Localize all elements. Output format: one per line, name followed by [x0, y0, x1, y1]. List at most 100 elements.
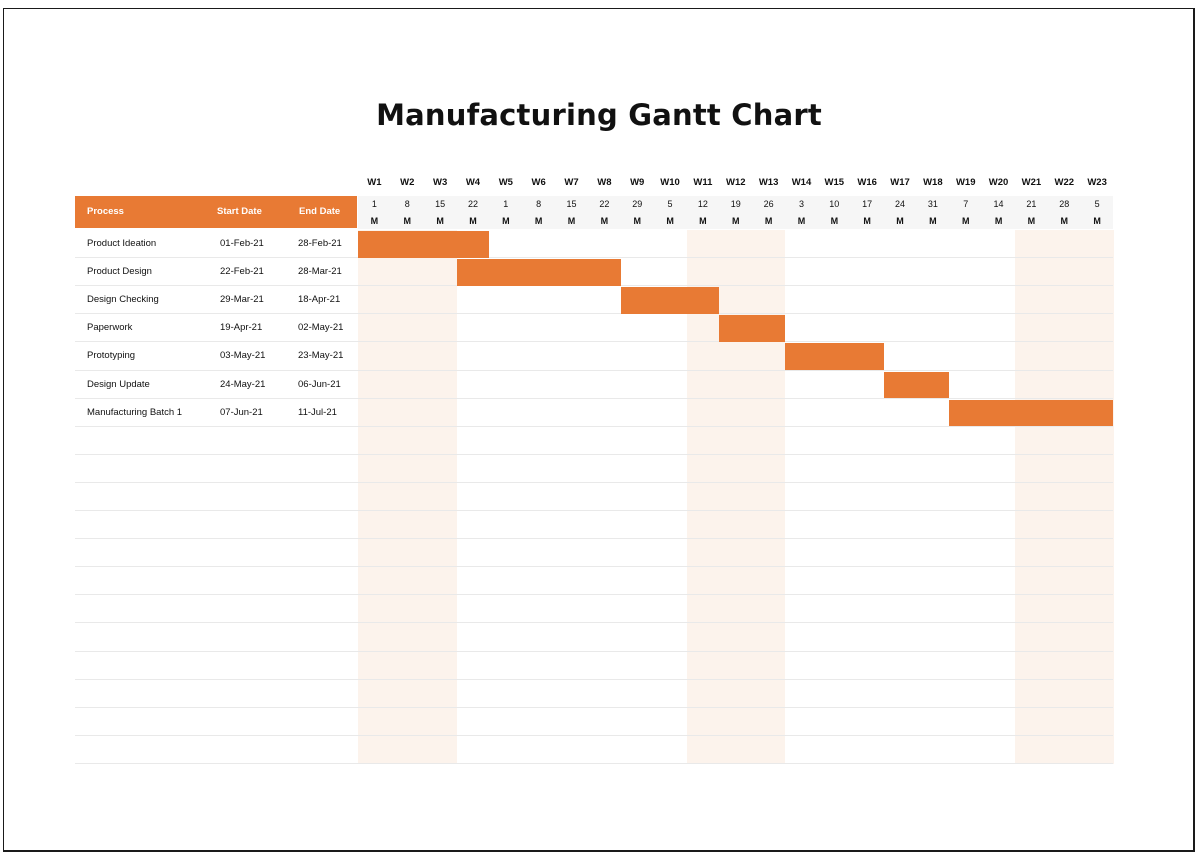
- week-label: W17: [890, 177, 910, 188]
- process-name: Product Ideation: [87, 238, 157, 249]
- week-label: W4: [465, 177, 481, 188]
- weekday-label: M: [436, 216, 444, 226]
- week-start-day: 21: [1026, 199, 1037, 209]
- week-start-day: 3: [798, 199, 804, 209]
- week-start-day: 28: [1059, 199, 1070, 209]
- start-date-header: Start Date: [217, 206, 262, 217]
- week-label: W19: [955, 177, 976, 188]
- row-divider: [75, 369, 1113, 371]
- weekday-label: M: [534, 216, 543, 226]
- week-start-day: 1: [503, 199, 509, 209]
- row-divider: [75, 397, 1113, 399]
- row-divider: [75, 341, 1113, 343]
- gantt-bar: [949, 399, 1113, 427]
- week-start-day: 12: [697, 199, 708, 209]
- week-label: W2: [400, 177, 415, 188]
- week-label: W6: [531, 177, 546, 188]
- weekday-label: M: [994, 216, 1003, 226]
- process-header: Process: [87, 206, 124, 217]
- week-label: W22: [1054, 177, 1075, 188]
- week-start-day: 19: [730, 199, 741, 209]
- weekday-label: M: [896, 216, 904, 226]
- shaded-week-column: [686, 230, 720, 764]
- gantt-bar: [719, 315, 786, 342]
- weekday-label: M: [403, 216, 412, 226]
- weekday-label: M: [1060, 216, 1069, 226]
- start-date: 01-Feb-21: [220, 238, 264, 249]
- week-label: W12: [725, 177, 746, 188]
- week-label: W11: [693, 177, 713, 188]
- start-date: 03-May-21: [220, 350, 266, 362]
- shaded-week-column: [1080, 230, 1114, 764]
- week-label: W18: [923, 177, 943, 188]
- week-start-day: 15: [435, 199, 446, 209]
- row-divider: [75, 285, 1113, 287]
- weekday-label: M: [830, 216, 839, 226]
- weekday-label: M: [732, 216, 740, 226]
- start-date: 19-Apr-21: [220, 322, 263, 334]
- end-date: 28-Feb-21: [298, 238, 342, 249]
- weekday-label: M: [863, 216, 871, 226]
- row-divider: [75, 453, 1113, 455]
- row-divider: [75, 678, 1113, 680]
- row-divider: [75, 538, 1113, 540]
- gantt-bar: [456, 259, 621, 286]
- weekday-label: M: [370, 216, 379, 226]
- end-date: 28-Mar-21: [298, 266, 342, 278]
- process-name: Product Design: [87, 266, 152, 278]
- week-start-day: 29: [632, 199, 643, 209]
- row-divider: [75, 734, 1113, 736]
- week-label: W14: [791, 177, 812, 188]
- week-start-day: 14: [993, 199, 1004, 209]
- shaded-week-column: [423, 230, 457, 764]
- week-label: W23: [1087, 177, 1107, 188]
- row-divider: [75, 481, 1113, 483]
- end-date: 11-Jul-21: [298, 406, 337, 418]
- week-start-day: 22: [599, 199, 610, 209]
- shaded-week-column: [1047, 230, 1081, 764]
- chart-title: Manufacturing Gantt Chart: [376, 98, 822, 132]
- week-start-day: 1: [371, 199, 377, 209]
- week-start-day: 31: [927, 199, 938, 209]
- week-start-day: 22: [467, 199, 478, 209]
- week-label: W7: [564, 177, 579, 188]
- process-name: Paperwork: [87, 322, 133, 334]
- end-date: 23-May-21: [298, 350, 344, 362]
- weekday-label: M: [633, 216, 641, 226]
- weekday-label: M: [797, 216, 806, 226]
- end-date: 06-Jun-21: [298, 378, 341, 390]
- shaded-week-column: [390, 230, 424, 764]
- weekday-label: M: [567, 216, 576, 226]
- process-name: Design Update: [87, 378, 150, 390]
- week-start-day: 10: [829, 199, 840, 209]
- weekday-label: M: [699, 216, 707, 226]
- week-start-day: 24: [895, 199, 906, 209]
- week-label: W10: [660, 177, 680, 188]
- date-header-strip: [358, 196, 1113, 229]
- weekday-label: M: [764, 216, 773, 226]
- week-start-day: 5: [667, 199, 673, 209]
- start-date: 22-Feb-21: [220, 266, 264, 278]
- weekday-label: M: [469, 216, 477, 226]
- gantt-bar: [883, 371, 950, 399]
- week-start-day: 15: [566, 199, 577, 209]
- end-date-header: End Date: [299, 206, 341, 217]
- week-label: W9: [630, 177, 645, 188]
- gantt-bar: [358, 231, 490, 258]
- week-start-day: 17: [862, 199, 873, 209]
- weekday-label: M: [929, 216, 937, 226]
- row-divider: [75, 510, 1113, 511]
- row-divider: [75, 622, 1113, 624]
- week-label: W3: [433, 177, 448, 188]
- week-label: W13: [758, 177, 779, 188]
- week-start-day: 8: [404, 199, 410, 209]
- weekday-label: M: [961, 216, 970, 226]
- row-divider: [75, 762, 1113, 764]
- end-date: 18-Apr-21: [298, 294, 341, 306]
- gantt-bar: [620, 287, 720, 314]
- weekday-label: M: [1027, 216, 1036, 226]
- row-divider: [75, 566, 1113, 568]
- start-date: 24-May-21: [220, 378, 266, 390]
- start-date: 07-Jun-21: [220, 406, 263, 418]
- shaded-week-column: [358, 230, 391, 764]
